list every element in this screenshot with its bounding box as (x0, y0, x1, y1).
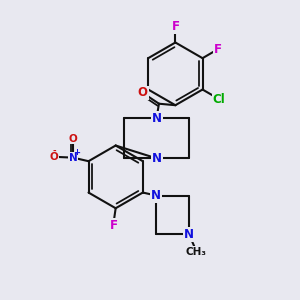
Text: N: N (69, 153, 77, 163)
Text: N: N (152, 152, 162, 165)
Text: CH₃: CH₃ (185, 247, 206, 257)
Text: Cl: Cl (213, 93, 225, 106)
Text: N: N (152, 112, 162, 124)
Text: O: O (138, 86, 148, 100)
Text: +: + (73, 148, 80, 157)
Text: N: N (151, 189, 161, 202)
Text: N: N (151, 189, 161, 202)
Text: N: N (184, 228, 194, 241)
Text: F: F (214, 43, 221, 56)
Text: O: O (50, 152, 58, 162)
Text: -: - (52, 147, 56, 156)
Text: O: O (69, 134, 77, 143)
Text: N: N (152, 112, 162, 124)
Text: F: F (171, 20, 179, 33)
Text: F: F (110, 219, 118, 232)
